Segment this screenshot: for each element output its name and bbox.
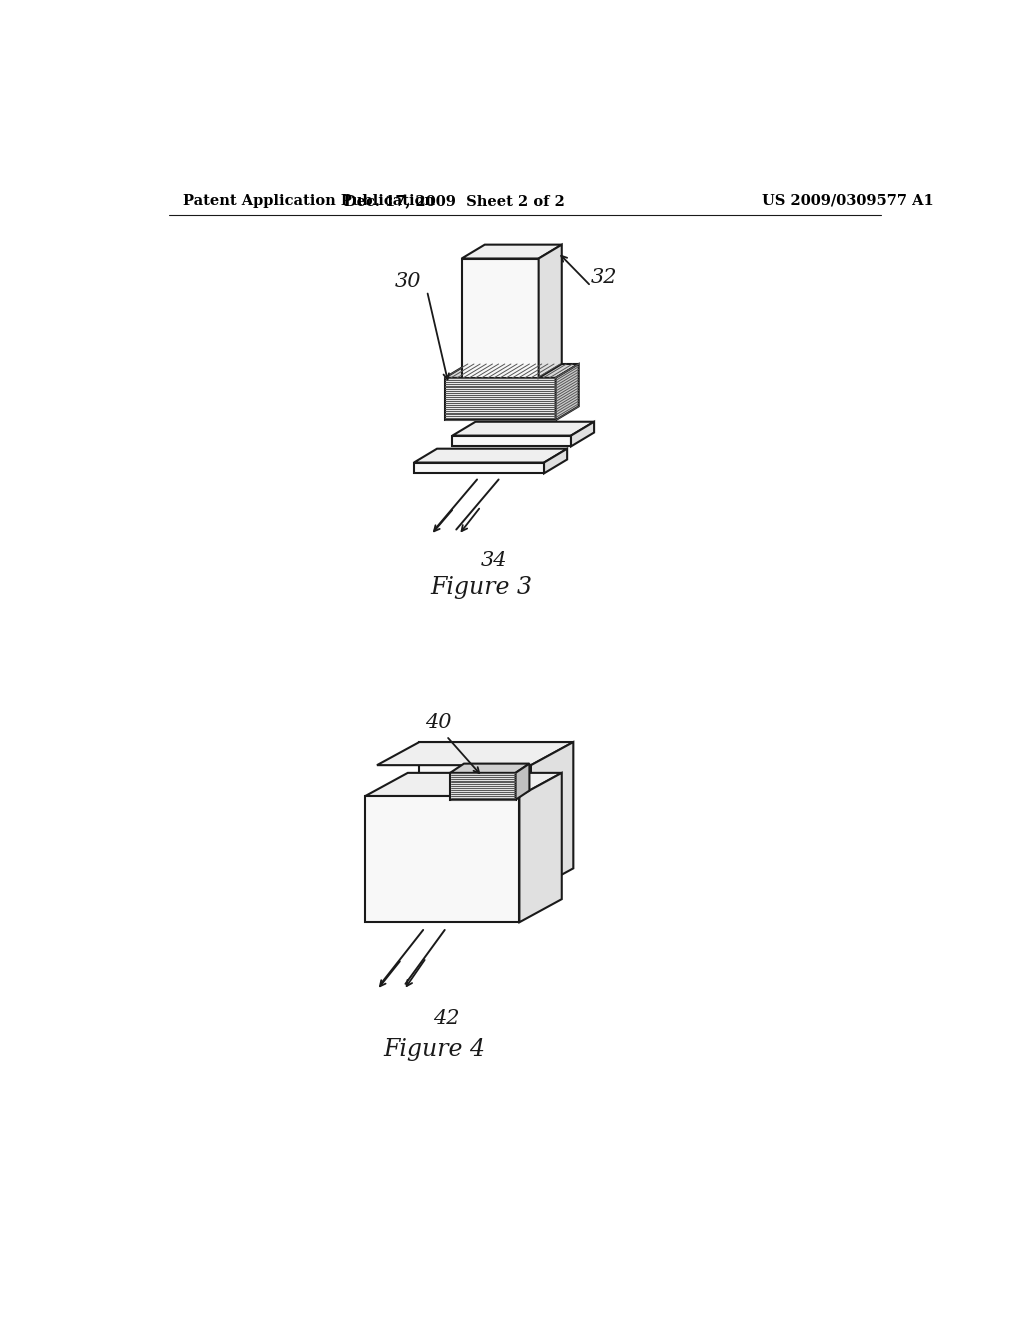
Text: 30: 30 bbox=[394, 272, 421, 292]
Polygon shape bbox=[366, 774, 562, 796]
Text: 32: 32 bbox=[591, 268, 617, 288]
Text: Figure 4: Figure 4 bbox=[384, 1038, 485, 1061]
Text: 34: 34 bbox=[480, 550, 507, 570]
Polygon shape bbox=[462, 259, 539, 378]
Polygon shape bbox=[419, 742, 573, 869]
Text: 40: 40 bbox=[425, 713, 452, 733]
Polygon shape bbox=[366, 796, 519, 923]
Polygon shape bbox=[377, 742, 573, 766]
Polygon shape bbox=[556, 364, 579, 420]
Polygon shape bbox=[519, 774, 562, 923]
Polygon shape bbox=[444, 378, 556, 420]
Text: Patent Application Publication: Patent Application Publication bbox=[183, 194, 435, 207]
Polygon shape bbox=[453, 422, 594, 436]
Text: 42: 42 bbox=[433, 1008, 460, 1028]
Text: US 2009/0309577 A1: US 2009/0309577 A1 bbox=[762, 194, 934, 207]
Polygon shape bbox=[414, 449, 567, 462]
Polygon shape bbox=[444, 364, 579, 378]
Polygon shape bbox=[453, 436, 571, 446]
Polygon shape bbox=[571, 422, 594, 446]
Polygon shape bbox=[462, 244, 562, 259]
Polygon shape bbox=[451, 763, 529, 774]
Polygon shape bbox=[451, 774, 515, 800]
Polygon shape bbox=[531, 742, 573, 891]
Polygon shape bbox=[544, 449, 567, 474]
Polygon shape bbox=[414, 462, 544, 474]
Polygon shape bbox=[515, 763, 529, 800]
Text: Dec. 17, 2009  Sheet 2 of 2: Dec. 17, 2009 Sheet 2 of 2 bbox=[343, 194, 564, 207]
Polygon shape bbox=[539, 244, 562, 378]
Text: Figure 3: Figure 3 bbox=[430, 576, 531, 599]
